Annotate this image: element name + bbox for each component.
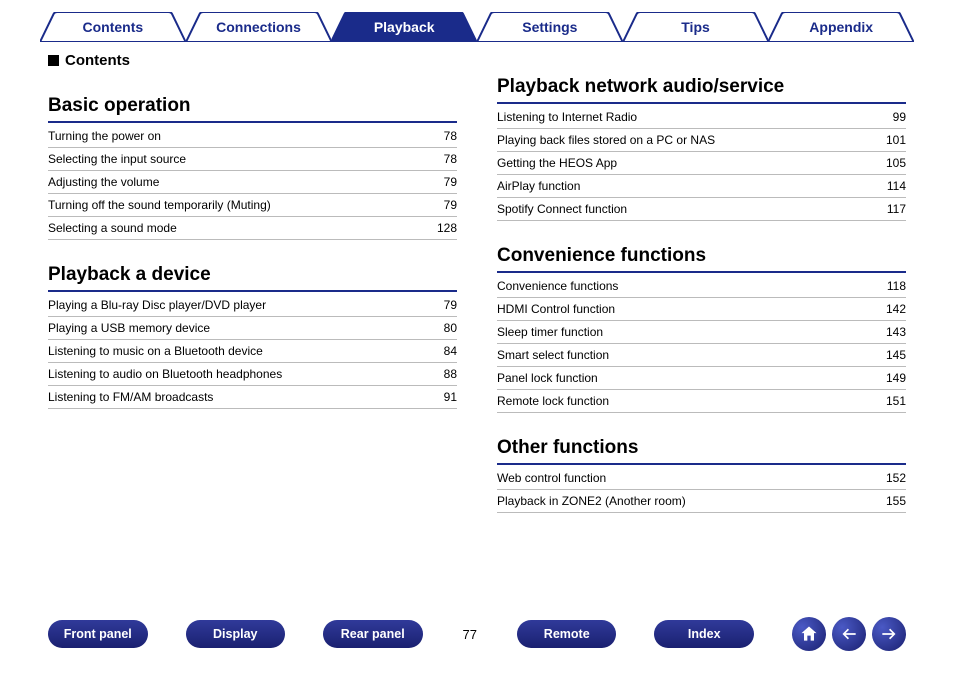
tab-contents[interactable]: Contents — [40, 12, 186, 42]
display-button[interactable]: Display — [186, 620, 286, 648]
page-number: 77 — [461, 627, 479, 642]
toc-row-label: Playback in ZONE2 (Another room) — [497, 494, 686, 508]
toc-row-label: Playing a USB memory device — [48, 321, 210, 335]
toc-row-label: Remote lock function — [497, 394, 609, 408]
tab-connections[interactable]: Connections — [186, 12, 332, 42]
toc-row[interactable]: Playing back files stored on a PC or NAS… — [497, 129, 906, 152]
front-panel-button[interactable]: Front panel — [48, 620, 148, 648]
next-icon[interactable] — [872, 617, 906, 651]
toc-row-page: 79 — [434, 198, 457, 212]
tab-playback[interactable]: Playback — [331, 12, 477, 42]
tab-label: Playback — [374, 19, 435, 35]
toc-row-label: Selecting a sound mode — [48, 221, 177, 235]
toc-row[interactable]: Listening to audio on Bluetooth headphon… — [48, 363, 457, 386]
toc-row-page: 142 — [876, 302, 906, 316]
section-title: Playback network audio/service — [497, 76, 906, 104]
toc-row[interactable]: Convenience functions 118 — [497, 275, 906, 298]
toc-row-label: AirPlay function — [497, 179, 580, 193]
tab-label: Connections — [216, 19, 301, 35]
toc-row-page: 101 — [876, 133, 906, 147]
toc-row-page: 145 — [876, 348, 906, 362]
toc-row-page: 155 — [876, 494, 906, 508]
index-button[interactable]: Index — [654, 620, 754, 648]
tab-tips[interactable]: Tips — [623, 12, 769, 42]
toc-row-page: 151 — [876, 394, 906, 408]
tab-label: Contents — [83, 19, 144, 35]
toc-row-label: Turning off the sound temporarily (Mutin… — [48, 198, 271, 212]
toc-row[interactable]: Panel lock function 149 — [497, 367, 906, 390]
tab-settings[interactable]: Settings — [477, 12, 623, 42]
contents-heading: Contents — [48, 52, 457, 69]
tab-label: Settings — [522, 19, 577, 35]
toc-row-page: 84 — [434, 344, 457, 358]
toc-row[interactable]: Turning off the sound temporarily (Mutin… — [48, 194, 457, 217]
toc-row[interactable]: Sleep timer function 143 — [497, 321, 906, 344]
section-title: Basic operation — [48, 95, 457, 123]
toc-row[interactable]: Selecting the input source 78 — [48, 148, 457, 171]
toc-row-page: 117 — [877, 202, 906, 216]
toc-row[interactable]: Turning the power on 78 — [48, 125, 457, 148]
toc-row-page: 88 — [434, 367, 457, 381]
section-title: Convenience functions — [497, 245, 906, 273]
toc-row[interactable]: Web control function 152 — [497, 467, 906, 490]
toc-row-label: Panel lock function — [497, 371, 598, 385]
toc-row-page: 128 — [427, 221, 457, 235]
toc-row-label: Getting the HEOS App — [497, 156, 617, 170]
toc-row-label: Playing back files stored on a PC or NAS — [497, 133, 715, 147]
toc-row-label: Sleep timer function — [497, 325, 603, 339]
toc-row-label: Adjusting the volume — [48, 175, 159, 189]
toc-row-page: 78 — [434, 129, 457, 143]
toc-row-page: 91 — [434, 390, 457, 404]
toc-row-label: Smart select function — [497, 348, 609, 362]
toc-row-page: 78 — [434, 152, 457, 166]
toc-row-page: 99 — [883, 110, 906, 124]
toc-row-page: 114 — [877, 179, 906, 193]
toc-row-page: 80 — [434, 321, 457, 335]
toc-row[interactable]: Adjusting the volume 79 — [48, 171, 457, 194]
tab-label: Tips — [681, 19, 710, 35]
home-icon[interactable] — [792, 617, 826, 651]
toc-row[interactable]: Playing a Blu-ray Disc player/DVD player… — [48, 294, 457, 317]
toc-row[interactable]: AirPlay function 114 — [497, 175, 906, 198]
toc-row-label: Spotify Connect function — [497, 202, 627, 216]
toc-row-page: 105 — [876, 156, 906, 170]
toc-row-page: 79 — [434, 175, 457, 189]
toc-row[interactable]: Remote lock function 151 — [497, 390, 906, 413]
toc-row-label: Selecting the input source — [48, 152, 186, 166]
toc-row[interactable]: Selecting a sound mode 128 — [48, 217, 457, 240]
toc-row-page: 149 — [876, 371, 906, 385]
toc-row[interactable]: Playing a USB memory device 80 — [48, 317, 457, 340]
toc-row[interactable]: Listening to music on a Bluetooth device… — [48, 340, 457, 363]
toc-row[interactable]: Playback in ZONE2 (Another room) 155 — [497, 490, 906, 513]
prev-icon[interactable] — [832, 617, 866, 651]
remote-button[interactable]: Remote — [517, 620, 617, 648]
section-title: Other functions — [497, 437, 906, 465]
toc-row-label: Listening to music on a Bluetooth device — [48, 344, 263, 358]
toc-row-page: 152 — [876, 471, 906, 485]
section-title: Playback a device — [48, 264, 457, 292]
tab-appendix[interactable]: Appendix — [768, 12, 914, 42]
toc-row-label: HDMI Control function — [497, 302, 615, 316]
toc-row[interactable]: Getting the HEOS App 105 — [497, 152, 906, 175]
toc-row-label: Playing a Blu-ray Disc player/DVD player — [48, 298, 266, 312]
toc-row[interactable]: Listening to Internet Radio 99 — [497, 106, 906, 129]
toc-row-page: 143 — [876, 325, 906, 339]
toc-row-page: 79 — [434, 298, 457, 312]
toc-row[interactable]: HDMI Control function 142 — [497, 298, 906, 321]
toc-row-page: 118 — [877, 279, 906, 293]
toc-row-label: Convenience functions — [497, 279, 618, 293]
toc-row-label: Web control function — [497, 471, 606, 485]
toc-row-label: Listening to audio on Bluetooth headphon… — [48, 367, 282, 381]
rear-panel-button[interactable]: Rear panel — [323, 620, 423, 648]
toc-row-label: Listening to Internet Radio — [497, 110, 637, 124]
toc-row-label: Listening to FM/AM broadcasts — [48, 390, 213, 404]
toc-row[interactable]: Spotify Connect function 117 — [497, 198, 906, 221]
tab-label: Appendix — [809, 19, 873, 35]
contents-heading-text: Contents — [65, 52, 130, 69]
toc-row[interactable]: Listening to FM/AM broadcasts 91 — [48, 386, 457, 409]
toc-row-label: Turning the power on — [48, 129, 161, 143]
toc-row[interactable]: Smart select function 145 — [497, 344, 906, 367]
square-bullet-icon — [48, 55, 59, 66]
